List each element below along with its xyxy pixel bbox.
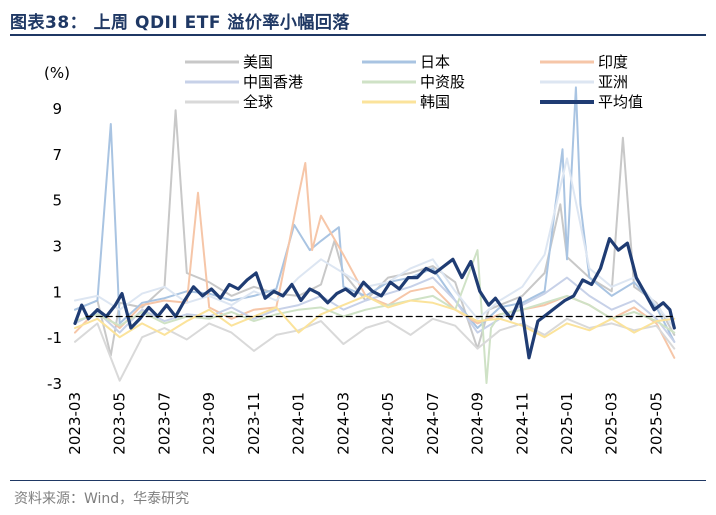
y-tick-label: 9 — [52, 100, 62, 118]
footer-rule — [10, 480, 706, 481]
legend-label: 日本 — [420, 53, 450, 71]
x-tick-label: 2023-07 — [155, 392, 173, 455]
y-tick-label: 5 — [52, 192, 62, 210]
x-tick-label: 2025-05 — [647, 392, 665, 455]
series-line-6 — [74, 317, 676, 382]
legend-label: 美国 — [243, 53, 273, 71]
y-tick-label: 7 — [52, 146, 62, 164]
x-tick-label: 2024-07 — [424, 392, 442, 455]
y-tick-label: 3 — [52, 238, 62, 256]
y-tick-label: -3 — [47, 375, 62, 393]
x-tick-label: 2025-03 — [603, 392, 621, 455]
x-tick-label: 2024-11 — [513, 392, 531, 455]
y-axis-unit: (%) — [44, 64, 70, 82]
y-tick-label: 1 — [52, 283, 62, 301]
legend-label: 中资股 — [420, 73, 465, 91]
series-layer — [73, 86, 676, 384]
legend-label: 中国香港 — [243, 73, 303, 91]
x-tick-label: 2023-03 — [66, 392, 84, 455]
figure-title: 图表38： 上周 QDII ETF 溢价率小幅回落 — [10, 13, 350, 33]
legend-label: 亚洲 — [598, 73, 628, 91]
y-tick-label: -1 — [47, 329, 62, 347]
series-line-5 — [74, 157, 676, 329]
x-tick-label: 2025-01 — [558, 392, 576, 455]
x-tick-label: 2023-05 — [111, 392, 129, 455]
series-line-7 — [74, 294, 676, 339]
x-tick-label: 2024-09 — [469, 392, 487, 455]
x-tick-label: 2023-11 — [245, 392, 263, 455]
x-tick-label: 2023-09 — [200, 392, 218, 455]
legend-label: 全球 — [243, 93, 273, 111]
series-line-8 — [73, 237, 676, 360]
x-tick-label: 2024-03 — [334, 392, 352, 455]
axis-layer: 9 7 5 3 1 -1 -3 (%) 2023-03 2023-05 2023-07 2023-09… — [44, 64, 665, 455]
legend-label: 平均值 — [598, 93, 643, 111]
legend-label: 韩国 — [420, 93, 450, 111]
x-tick-label: 2024-01 — [290, 392, 308, 455]
source-note: 资料来源：Wind，华泰研究 — [14, 491, 190, 507]
x-tick-label: 2024-05 — [379, 392, 397, 455]
title-underline — [10, 34, 706, 36]
legend-label: 印度 — [598, 53, 628, 71]
